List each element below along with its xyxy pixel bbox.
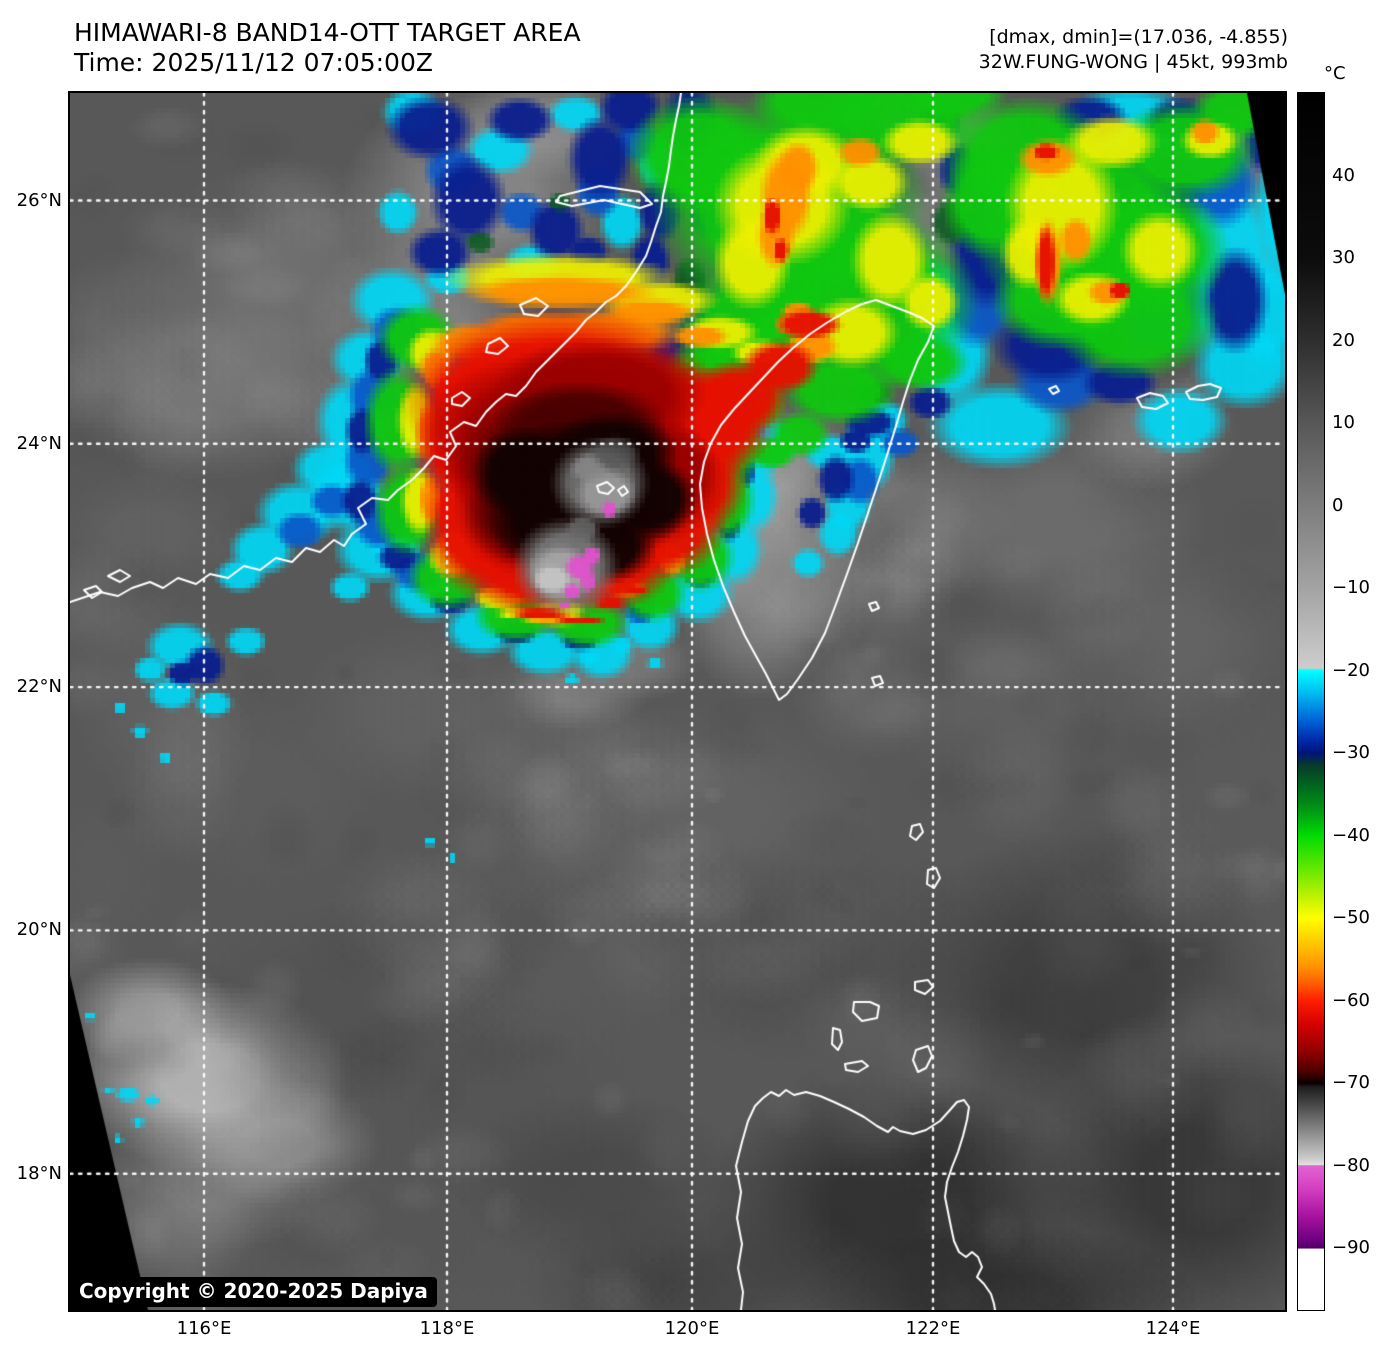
storm-info-annotation: 32W.FUNG-WONG | 45kt, 993mb bbox=[978, 51, 1288, 73]
lon-tick-label: 120°E bbox=[664, 1318, 720, 1339]
dmax-dmin-annotation: [dmax, dmin]=(17.036, -4.855) bbox=[989, 26, 1288, 48]
colorbar-tick-label: −20 bbox=[1332, 659, 1370, 681]
lat-tick-label: 26°N bbox=[16, 189, 62, 211]
lon-tick-label: 116°E bbox=[176, 1318, 232, 1339]
colorbar-tick-label: −40 bbox=[1332, 824, 1370, 846]
page-title: HIMAWARI-8 BAND14-OTT TARGET AREA bbox=[74, 18, 581, 47]
colorbar-tick-label: −10 bbox=[1332, 577, 1370, 599]
colorbar-tick-label: 40 bbox=[1332, 164, 1355, 186]
colorbar-tick-label: −90 bbox=[1332, 1237, 1370, 1259]
colorbar-tick-label: −50 bbox=[1332, 907, 1370, 929]
lat-tick-label: 18°N bbox=[16, 1162, 62, 1184]
lon-tick-label: 118°E bbox=[419, 1318, 475, 1339]
colorbar-tick-label: 0 bbox=[1332, 494, 1344, 516]
timestamp-label: Time: 2025/11/12 07:05:00Z bbox=[74, 48, 433, 77]
colorbar-tick-label: −70 bbox=[1332, 1072, 1370, 1094]
colorbar-tick-label: −60 bbox=[1332, 989, 1370, 1011]
satellite-image-canvas bbox=[70, 93, 1285, 1310]
copyright-label: Copyright © 2020-2025 Dapiya bbox=[72, 1277, 437, 1307]
colorbar-tick-label: −80 bbox=[1332, 1154, 1370, 1176]
lon-tick-label: 122°E bbox=[905, 1318, 961, 1339]
map-area: Copyright © 2020-2025 Dapiya bbox=[68, 91, 1287, 1312]
colorbar bbox=[1297, 92, 1325, 1311]
lon-tick-label: 124°E bbox=[1145, 1318, 1201, 1339]
colorbar-tick-label: −30 bbox=[1332, 742, 1370, 764]
lat-tick-label: 22°N bbox=[16, 676, 62, 698]
colorbar-tick-label: 10 bbox=[1332, 412, 1355, 434]
colorbar-tick-label: 20 bbox=[1332, 329, 1355, 351]
colorbar-tick-label: 30 bbox=[1332, 247, 1355, 269]
lat-tick-label: 24°N bbox=[16, 432, 62, 454]
colorbar-unit-label: °C bbox=[1324, 63, 1346, 84]
lat-tick-label: 20°N bbox=[16, 919, 62, 941]
